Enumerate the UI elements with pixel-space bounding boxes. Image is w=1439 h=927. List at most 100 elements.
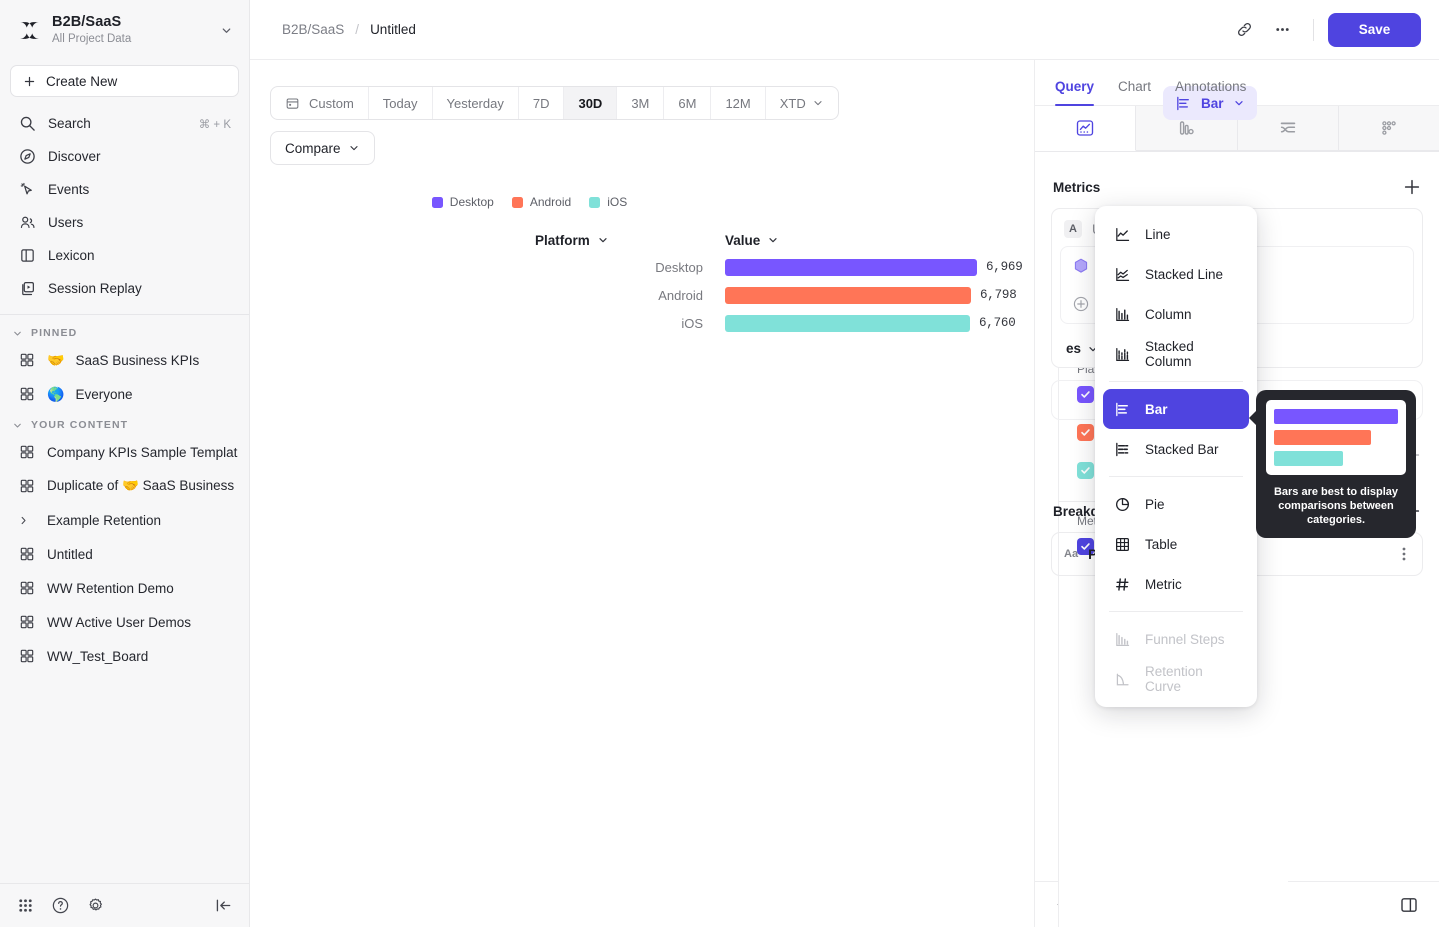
sidebar-item-everyone[interactable]: 🌎 Everyone [10, 377, 239, 411]
date-range-7d[interactable]: 7D [519, 87, 565, 119]
sidebar-item-events[interactable]: Events [10, 173, 239, 206]
chart-legend: Desktop Android iOS [250, 195, 1034, 209]
date-range-yesterday[interactable]: Yesterday [433, 87, 519, 119]
menu-item-stacked-bar[interactable]: Stacked Bar [1103, 429, 1249, 469]
main-area: B2B/SaaS / Untitled Save [250, 0, 1439, 927]
toolbar-divider [1313, 18, 1314, 41]
menu-item-pie[interactable]: Pie [1103, 484, 1249, 524]
project-switcher[interactable]: B2B/SaaS All Project Data [0, 0, 249, 57]
sidebar-item-discover[interactable]: Discover [10, 140, 239, 173]
date-range-12m[interactable]: 12M [711, 87, 766, 119]
save-button[interactable]: Save [1328, 12, 1421, 47]
sidebar-item-ww-active-user-demos[interactable]: WW Active User Demos [10, 605, 239, 639]
collapse-sidebar-icon[interactable] [214, 896, 233, 915]
link-icon[interactable] [1227, 13, 1261, 47]
chart-type-button[interactable]: Bar [1163, 86, 1257, 120]
column-header-platform[interactable]: Platform [535, 233, 725, 248]
sidebar-item-ww-retention-demo[interactable]: WW Retention Demo [10, 571, 239, 605]
section-header-your-content[interactable]: YOUR CONTENT [0, 411, 249, 435]
sidebar-item-search[interactable]: Search ⌘ + K [10, 107, 239, 140]
legend-item-ios[interactable]: iOS [589, 195, 627, 209]
stacked-column-icon [1113, 346, 1132, 363]
sidebar-item-label: Session Replay [48, 281, 142, 296]
chart-type-tooltip: Bars are best to display comparisons bet… [1249, 390, 1416, 538]
hash-icon [1113, 576, 1132, 593]
tab-chart[interactable]: Chart [1118, 79, 1152, 94]
insights-line-icon [1074, 117, 1096, 139]
chevron-down-icon [1233, 97, 1245, 109]
platform-checkbox-desktop[interactable] [1077, 386, 1094, 403]
section-title: PINNED [31, 327, 78, 339]
bar-row-desktop[interactable]: Desktop 6,969 [535, 253, 1034, 281]
menu-item-label: Column [1145, 306, 1192, 322]
sidebar-item-users[interactable]: Users [10, 206, 239, 239]
sidebar-item-session-replay[interactable]: Session Replay [10, 272, 239, 305]
column-header-value[interactable]: Value [725, 233, 779, 248]
report-type-retention[interactable] [1338, 106, 1439, 151]
date-range-3m[interactable]: 3M [617, 87, 665, 119]
date-range-custom[interactable]: Custom [271, 87, 369, 119]
sidebar-item-label: WW Active User Demos [47, 614, 192, 630]
sidebar: B2B/SaaS All Project Data Create New Sea… [0, 0, 250, 927]
date-range-6m[interactable]: 6M [664, 87, 712, 119]
platform-checkbox-ios[interactable] [1077, 462, 1094, 479]
sidebar-item-company-kpis[interactable]: Company KPIs Sample Templat [10, 435, 239, 469]
chevron-right-icon[interactable] [18, 515, 36, 526]
board-icon [18, 352, 36, 368]
bar-row-ios[interactable]: iOS 6,760 [535, 309, 1034, 337]
legend-item-android[interactable]: Android [511, 195, 571, 209]
bar-segment[interactable] [725, 258, 977, 276]
menu-item-bar[interactable]: Bar [1103, 389, 1249, 429]
breadcrumb-root[interactable]: B2B/SaaS [282, 22, 345, 37]
menu-item-stacked-line[interactable]: Stacked Line [1103, 254, 1249, 294]
metrics-section-header: Metrics [1051, 166, 1423, 208]
column-header-label: Platform [535, 232, 590, 248]
board-icon [18, 546, 36, 562]
bar-row-android[interactable]: Android 6,798 [535, 281, 1034, 309]
event-hex-icon [1072, 257, 1090, 275]
bar-chart-icon [1175, 95, 1192, 112]
menu-item-column[interactable]: Column [1103, 294, 1249, 334]
bar-segment[interactable] [725, 286, 971, 304]
users-icon [18, 214, 36, 232]
gear-icon[interactable] [86, 896, 105, 915]
date-range-xtd[interactable]: XTD [766, 87, 838, 119]
section-header-pinned[interactable]: PINNED [0, 319, 249, 343]
add-metric-button[interactable] [1403, 178, 1421, 196]
date-range-30d[interactable]: 30D [564, 87, 618, 119]
metric-checkbox-a[interactable] [1077, 538, 1094, 555]
report-type-insights[interactable] [1035, 106, 1137, 151]
property-type-badge: Aa [1064, 548, 1079, 560]
date-range-today[interactable]: Today [369, 87, 433, 119]
sidebar-item-example-retention[interactable]: Example Retention [10, 503, 239, 537]
sidebar-item-untitled[interactable]: Untitled [10, 537, 239, 571]
breadcrumb-current[interactable]: Untitled [370, 22, 416, 37]
chevron-down-icon[interactable] [220, 24, 235, 37]
line-chart-icon [1113, 226, 1132, 243]
menu-item-table[interactable]: Table [1103, 524, 1249, 564]
menu-item-stacked-column[interactable]: Stacked Column [1103, 334, 1249, 374]
menu-item-label: Retention Curve [1145, 664, 1203, 694]
legend-item-desktop[interactable]: Desktop [431, 195, 494, 209]
apps-grid-icon[interactable] [16, 896, 35, 915]
platform-checkbox-android[interactable] [1077, 424, 1094, 441]
sidebar-item-ww-test-board[interactable]: WW_Test_Board [10, 639, 239, 673]
panel-toggle-icon[interactable] [1399, 895, 1419, 915]
sidebar-item-lexicon[interactable]: Lexicon [10, 239, 239, 272]
sidebar-item-label: Everyone [75, 386, 133, 402]
item-emoji: 🌎 [47, 385, 65, 402]
kebab-menu-icon[interactable] [1402, 546, 1410, 562]
compare-button[interactable]: Compare [270, 131, 375, 165]
menu-item-metric[interactable]: Metric [1103, 564, 1249, 604]
compare-label: Compare [285, 140, 341, 156]
create-new-button[interactable]: Create New [10, 65, 239, 97]
sidebar-item-duplicate-saas-business[interactable]: Duplicate of 🤝 SaaS Business [10, 469, 239, 503]
help-circle-icon[interactable] [51, 896, 70, 915]
tab-query[interactable]: Query [1055, 79, 1095, 106]
menu-item-line[interactable]: Line [1103, 214, 1249, 254]
bar-segment[interactable] [725, 314, 970, 332]
tooltip-preview [1266, 400, 1406, 475]
ellipsis-icon[interactable] [1265, 13, 1299, 47]
tab-annotations[interactable]: Annotations [1175, 79, 1247, 94]
sidebar-item-saas-business-kpis[interactable]: 🤝 SaaS Business KPIs [10, 343, 239, 377]
